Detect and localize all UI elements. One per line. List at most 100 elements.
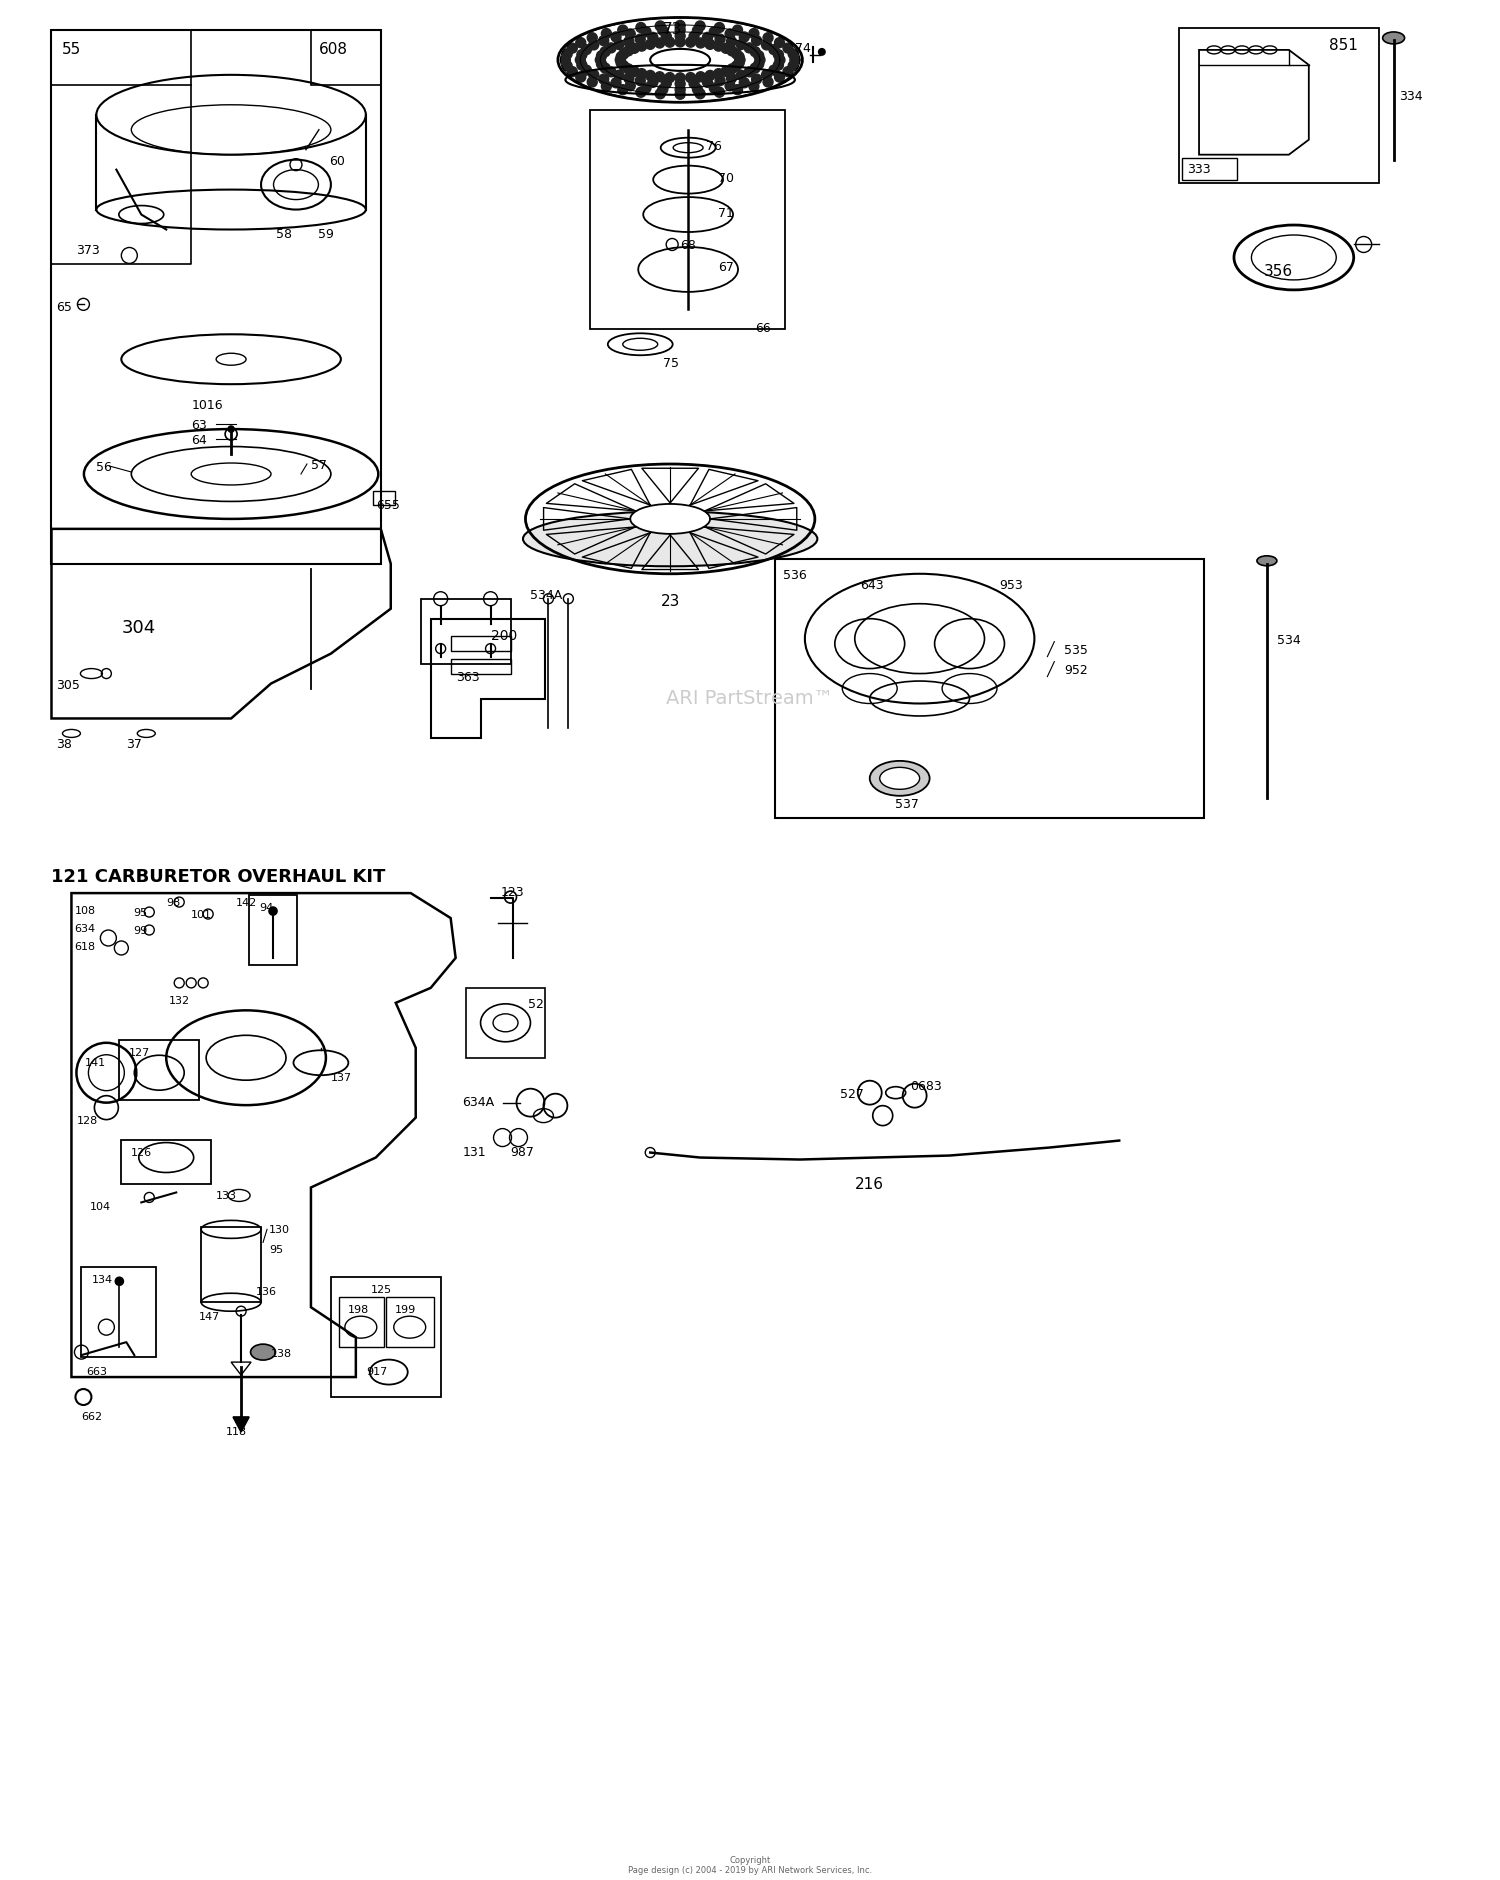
Text: 127: 127 <box>129 1047 150 1058</box>
Circle shape <box>640 83 651 92</box>
Circle shape <box>788 60 798 71</box>
Bar <box>120 1040 200 1100</box>
Text: 134: 134 <box>92 1275 112 1286</box>
Text: 67: 67 <box>718 261 734 274</box>
Text: 137: 137 <box>332 1073 352 1083</box>
Text: 99: 99 <box>134 927 147 936</box>
Text: 70: 70 <box>718 171 734 184</box>
Circle shape <box>724 28 735 39</box>
Circle shape <box>636 70 646 79</box>
Circle shape <box>740 77 750 88</box>
Circle shape <box>658 85 668 94</box>
Circle shape <box>790 55 800 66</box>
Circle shape <box>818 47 827 56</box>
Ellipse shape <box>524 511 818 566</box>
Circle shape <box>716 34 724 43</box>
Circle shape <box>702 32 712 43</box>
Text: 851: 851 <box>1329 38 1358 53</box>
Circle shape <box>762 39 771 51</box>
Circle shape <box>770 45 778 55</box>
Circle shape <box>578 60 586 70</box>
Circle shape <box>686 73 696 83</box>
Text: 104: 104 <box>90 1203 111 1213</box>
Text: 333: 333 <box>1186 164 1210 175</box>
Circle shape <box>736 39 747 49</box>
Circle shape <box>576 38 586 47</box>
Circle shape <box>588 70 598 79</box>
Text: 634A: 634A <box>462 1096 495 1109</box>
Text: 118: 118 <box>226 1427 248 1436</box>
Text: 147: 147 <box>200 1312 220 1322</box>
Circle shape <box>694 88 705 100</box>
Text: 57: 57 <box>310 459 327 472</box>
Bar <box>122 1139 211 1184</box>
Text: 136: 136 <box>256 1288 278 1297</box>
Circle shape <box>614 39 624 49</box>
Bar <box>201 1228 261 1303</box>
Circle shape <box>752 73 762 85</box>
Text: 527: 527 <box>840 1089 864 1100</box>
Ellipse shape <box>650 49 710 71</box>
Circle shape <box>726 36 736 47</box>
Circle shape <box>783 43 794 53</box>
Circle shape <box>610 32 621 41</box>
Circle shape <box>734 58 744 68</box>
Text: 98: 98 <box>166 899 180 908</box>
Text: 130: 130 <box>268 1226 290 1235</box>
Circle shape <box>618 85 628 94</box>
Circle shape <box>764 32 772 43</box>
Bar <box>450 635 510 650</box>
Circle shape <box>597 51 606 60</box>
Text: 534A: 534A <box>531 588 562 602</box>
Circle shape <box>693 26 702 36</box>
Text: 356: 356 <box>1264 265 1293 280</box>
Circle shape <box>688 32 699 41</box>
Circle shape <box>714 23 724 32</box>
Ellipse shape <box>622 338 657 350</box>
Circle shape <box>764 77 772 86</box>
Text: 534: 534 <box>1276 634 1300 647</box>
Circle shape <box>714 41 723 51</box>
Text: 123: 123 <box>501 885 524 899</box>
Circle shape <box>750 64 760 73</box>
Text: 953: 953 <box>999 579 1023 592</box>
Circle shape <box>634 34 645 43</box>
Circle shape <box>588 39 598 51</box>
Circle shape <box>588 77 597 86</box>
Text: 334: 334 <box>1398 90 1422 103</box>
Circle shape <box>732 85 742 94</box>
Text: 198: 198 <box>348 1305 369 1316</box>
Text: 608: 608 <box>320 41 348 56</box>
Circle shape <box>774 71 784 83</box>
Circle shape <box>602 28 612 38</box>
Circle shape <box>596 55 606 66</box>
Bar <box>249 895 297 964</box>
Circle shape <box>774 38 784 47</box>
Text: 76: 76 <box>706 139 722 152</box>
Circle shape <box>693 85 702 94</box>
Text: 373: 373 <box>76 244 101 258</box>
Text: 537: 537 <box>894 799 918 812</box>
Text: 23: 23 <box>660 594 680 609</box>
Circle shape <box>567 66 578 77</box>
Text: 52: 52 <box>528 998 544 1011</box>
Circle shape <box>600 64 610 73</box>
Circle shape <box>662 79 672 88</box>
Bar <box>81 1267 156 1357</box>
Circle shape <box>664 38 675 47</box>
Text: 121 CARBURETOR OVERHAUL KIT: 121 CARBURETOR OVERHAUL KIT <box>51 869 386 885</box>
Circle shape <box>732 60 741 71</box>
Text: 108: 108 <box>75 906 96 916</box>
Circle shape <box>776 55 784 66</box>
Circle shape <box>598 73 609 85</box>
Circle shape <box>688 79 699 88</box>
Circle shape <box>734 53 744 62</box>
Circle shape <box>645 70 656 81</box>
Circle shape <box>626 28 634 39</box>
Text: 987: 987 <box>510 1145 534 1158</box>
Text: 662: 662 <box>81 1412 102 1421</box>
Circle shape <box>752 36 762 45</box>
Circle shape <box>726 73 736 83</box>
Circle shape <box>675 79 686 88</box>
Circle shape <box>728 45 736 56</box>
